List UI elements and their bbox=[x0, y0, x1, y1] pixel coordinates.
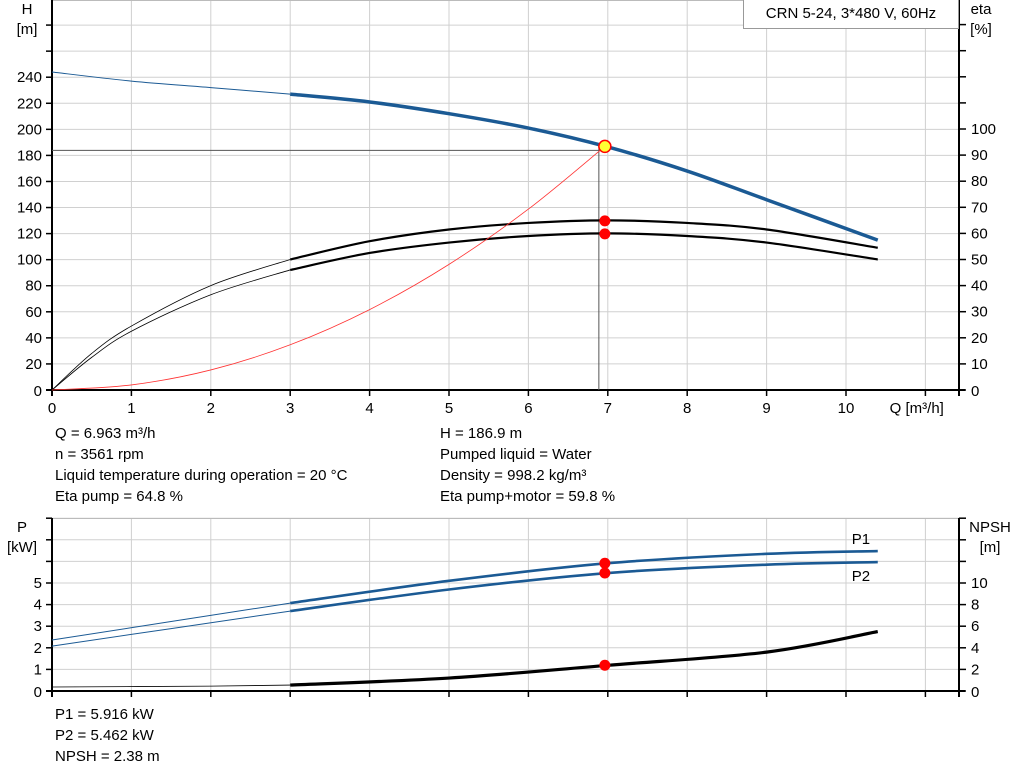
y-right-tick-label: 90 bbox=[971, 147, 988, 164]
info-column-2: H = 186.9 m Pumped liquid = Water Densit… bbox=[440, 423, 615, 507]
info-p2: P2 = 5.462 kW bbox=[55, 727, 154, 744]
y-right-tick-label: 0 bbox=[971, 684, 979, 701]
power-npsh-plot bbox=[46, 517, 966, 697]
legend-box: CRN 5-24, 3*480 V, 60Hz bbox=[743, 0, 959, 29]
y-right-tick-label: 0 bbox=[971, 383, 979, 400]
duty-marker-npsh bbox=[599, 659, 611, 671]
series-eta_pump_motor bbox=[289, 232, 878, 272]
x-tick-label: 6 bbox=[524, 400, 532, 417]
duty-marker-eta-pump-motor bbox=[599, 228, 611, 240]
info-density: Density = 998.2 kg/m³ bbox=[440, 467, 587, 484]
y-left-tick-label: 0 bbox=[34, 383, 42, 400]
duty-marker-p2 bbox=[599, 567, 611, 579]
y-right-tick-label: 10 bbox=[971, 575, 988, 592]
x-tick-label: 10 bbox=[838, 400, 855, 417]
x-tick-label: 4 bbox=[365, 400, 373, 417]
x-tick-label: 8 bbox=[683, 400, 691, 417]
y-right-axis-unit: [m] bbox=[980, 539, 1001, 556]
series-label-P2: P2 bbox=[852, 568, 870, 585]
info-p1: P1 = 5.916 kW bbox=[55, 706, 154, 723]
info-liquid: Pumped liquid = Water bbox=[440, 446, 592, 463]
series-P1 bbox=[290, 549, 878, 605]
duty-marker-eta-pump bbox=[599, 215, 611, 227]
series-label-P1: P1 bbox=[852, 531, 870, 548]
y-right-axis-title: NPSH bbox=[969, 519, 1011, 536]
y-left-tick-label: 5 bbox=[34, 575, 42, 592]
info-npsh: NPSH = 2.38 m bbox=[55, 748, 160, 765]
series-eta_pump_motor-extrapolated bbox=[51, 269, 291, 391]
series-head-extrapolated bbox=[51, 71, 291, 95]
info-q: Q = 6.963 m³/h bbox=[55, 425, 156, 442]
y-left-tick-label: 2 bbox=[34, 640, 42, 657]
series-P2 bbox=[290, 560, 878, 613]
y-left-axis-title: P bbox=[17, 519, 27, 536]
series-head bbox=[290, 92, 879, 242]
y-left-tick-label: 3 bbox=[34, 618, 42, 635]
x-tick-label: 5 bbox=[445, 400, 453, 417]
y-left-tick-label: 40 bbox=[25, 330, 42, 347]
y-left-tick-label: 220 bbox=[17, 95, 42, 112]
x-tick-label: 2 bbox=[207, 400, 215, 417]
info-speed: n = 3561 rpm bbox=[55, 446, 144, 463]
y-right-tick-label: 10 bbox=[971, 356, 988, 373]
y-right-tick-label: 70 bbox=[971, 199, 988, 216]
info-power: P1 = 5.916 kW P2 = 5.462 kW NPSH = 2.38 … bbox=[55, 704, 160, 767]
y-left-tick-label: 60 bbox=[25, 304, 42, 321]
y-left-axis-unit: [m] bbox=[17, 21, 38, 38]
y-left-tick-label: 120 bbox=[17, 226, 42, 243]
x-axis-title: Q [m³/h] bbox=[890, 400, 944, 417]
y-right-tick-label: 40 bbox=[971, 278, 988, 295]
x-tick-label: 9 bbox=[762, 400, 770, 417]
y-left-tick-label: 4 bbox=[34, 597, 42, 614]
info-eta-pump-motor: Eta pump+motor = 59.8 % bbox=[440, 488, 616, 505]
y-right-tick-label: 50 bbox=[971, 252, 988, 269]
duty-point-marker bbox=[598, 139, 612, 154]
x-tick-label: 1 bbox=[127, 400, 135, 417]
y-right-tick-label: 8 bbox=[971, 597, 979, 614]
y-left-tick-label: 180 bbox=[17, 147, 42, 164]
series-eta_pump-extrapolated bbox=[51, 259, 291, 391]
y-left-axis-title: H bbox=[22, 1, 33, 18]
series-eta_pump bbox=[289, 219, 878, 261]
y-left-axis-unit: [kW] bbox=[7, 539, 37, 556]
series-system bbox=[51, 146, 606, 391]
x-tick-label: 3 bbox=[286, 400, 294, 417]
y-left-tick-label: 100 bbox=[17, 252, 42, 269]
y-right-tick-label: 6 bbox=[971, 618, 979, 635]
head-efficiency-plot bbox=[46, 0, 966, 396]
info-temperature: Liquid temperature during operation = 20… bbox=[55, 467, 348, 484]
y-right-tick-label: 60 bbox=[971, 225, 988, 242]
y-left-tick-label: 20 bbox=[25, 356, 42, 373]
y-left-tick-label: 80 bbox=[25, 278, 42, 295]
y-left-tick-label: 1 bbox=[34, 661, 42, 678]
y-right-tick-label: 2 bbox=[971, 661, 979, 678]
y-right-tick-label: 100 bbox=[971, 121, 996, 138]
y-left-tick-label: 0 bbox=[34, 684, 42, 701]
y-left-tick-label: 160 bbox=[17, 173, 42, 190]
x-tick-label: 0 bbox=[48, 400, 56, 417]
y-right-axis-title: eta bbox=[971, 1, 993, 18]
x-tick-label: 7 bbox=[604, 400, 612, 417]
y-left-tick-label: 200 bbox=[17, 121, 42, 138]
y-right-tick-label: 80 bbox=[971, 173, 988, 190]
series-P1-extrapolated bbox=[51, 602, 291, 641]
series-P2-extrapolated bbox=[51, 610, 291, 647]
info-column-1: Q = 6.963 m³/h n = 3561 rpm Liquid tempe… bbox=[55, 423, 347, 507]
y-left-tick-label: 240 bbox=[17, 69, 42, 86]
y-right-axis-unit: [%] bbox=[970, 21, 992, 38]
y-right-tick-label: 4 bbox=[971, 640, 979, 657]
y-right-tick-label: 20 bbox=[971, 330, 988, 347]
info-eta-pump: Eta pump = 64.8 % bbox=[55, 488, 183, 505]
y-right-tick-label: 30 bbox=[971, 304, 988, 321]
series-npsh-extrapolated bbox=[51, 684, 291, 688]
info-head: H = 186.9 m bbox=[440, 425, 523, 442]
series-npsh bbox=[290, 630, 879, 687]
duty-marker-p1 bbox=[599, 557, 611, 569]
y-left-tick-label: 140 bbox=[17, 200, 42, 217]
